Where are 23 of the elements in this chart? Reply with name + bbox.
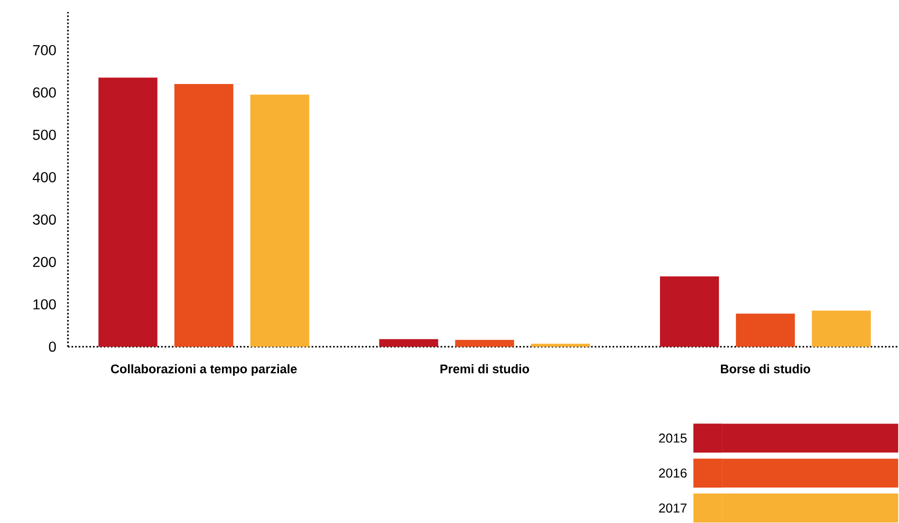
legend-label: 2015: [659, 434, 687, 443]
legend-label: 2017: [659, 504, 687, 513]
bar: [660, 276, 719, 347]
y-tick-label: 100: [33, 299, 56, 310]
x-tick-label: Collaborazioni a tempo parziale: [111, 364, 297, 376]
y-tick-label: 400: [32, 172, 56, 183]
y-tick-label: 600: [33, 88, 56, 98]
bar: [250, 94, 310, 347]
x-tick-label: Borse di studio: [720, 364, 810, 374]
bar: [174, 84, 234, 347]
y-tick-label: 300: [32, 214, 56, 225]
bar: [812, 310, 871, 347]
y-tick-label: 500: [32, 130, 56, 140]
y-tick-label: 700: [33, 45, 56, 56]
bar: [531, 344, 590, 347]
bar: [379, 339, 438, 347]
bar: [736, 314, 795, 347]
legend-label: 2016: [659, 468, 687, 478]
bar: [455, 340, 514, 347]
y-tick-label: 200: [33, 257, 56, 268]
y-tick-label: 0: [48, 342, 56, 352]
bar: [98, 78, 158, 347]
x-tick-label: Premi di studio: [440, 364, 530, 374]
